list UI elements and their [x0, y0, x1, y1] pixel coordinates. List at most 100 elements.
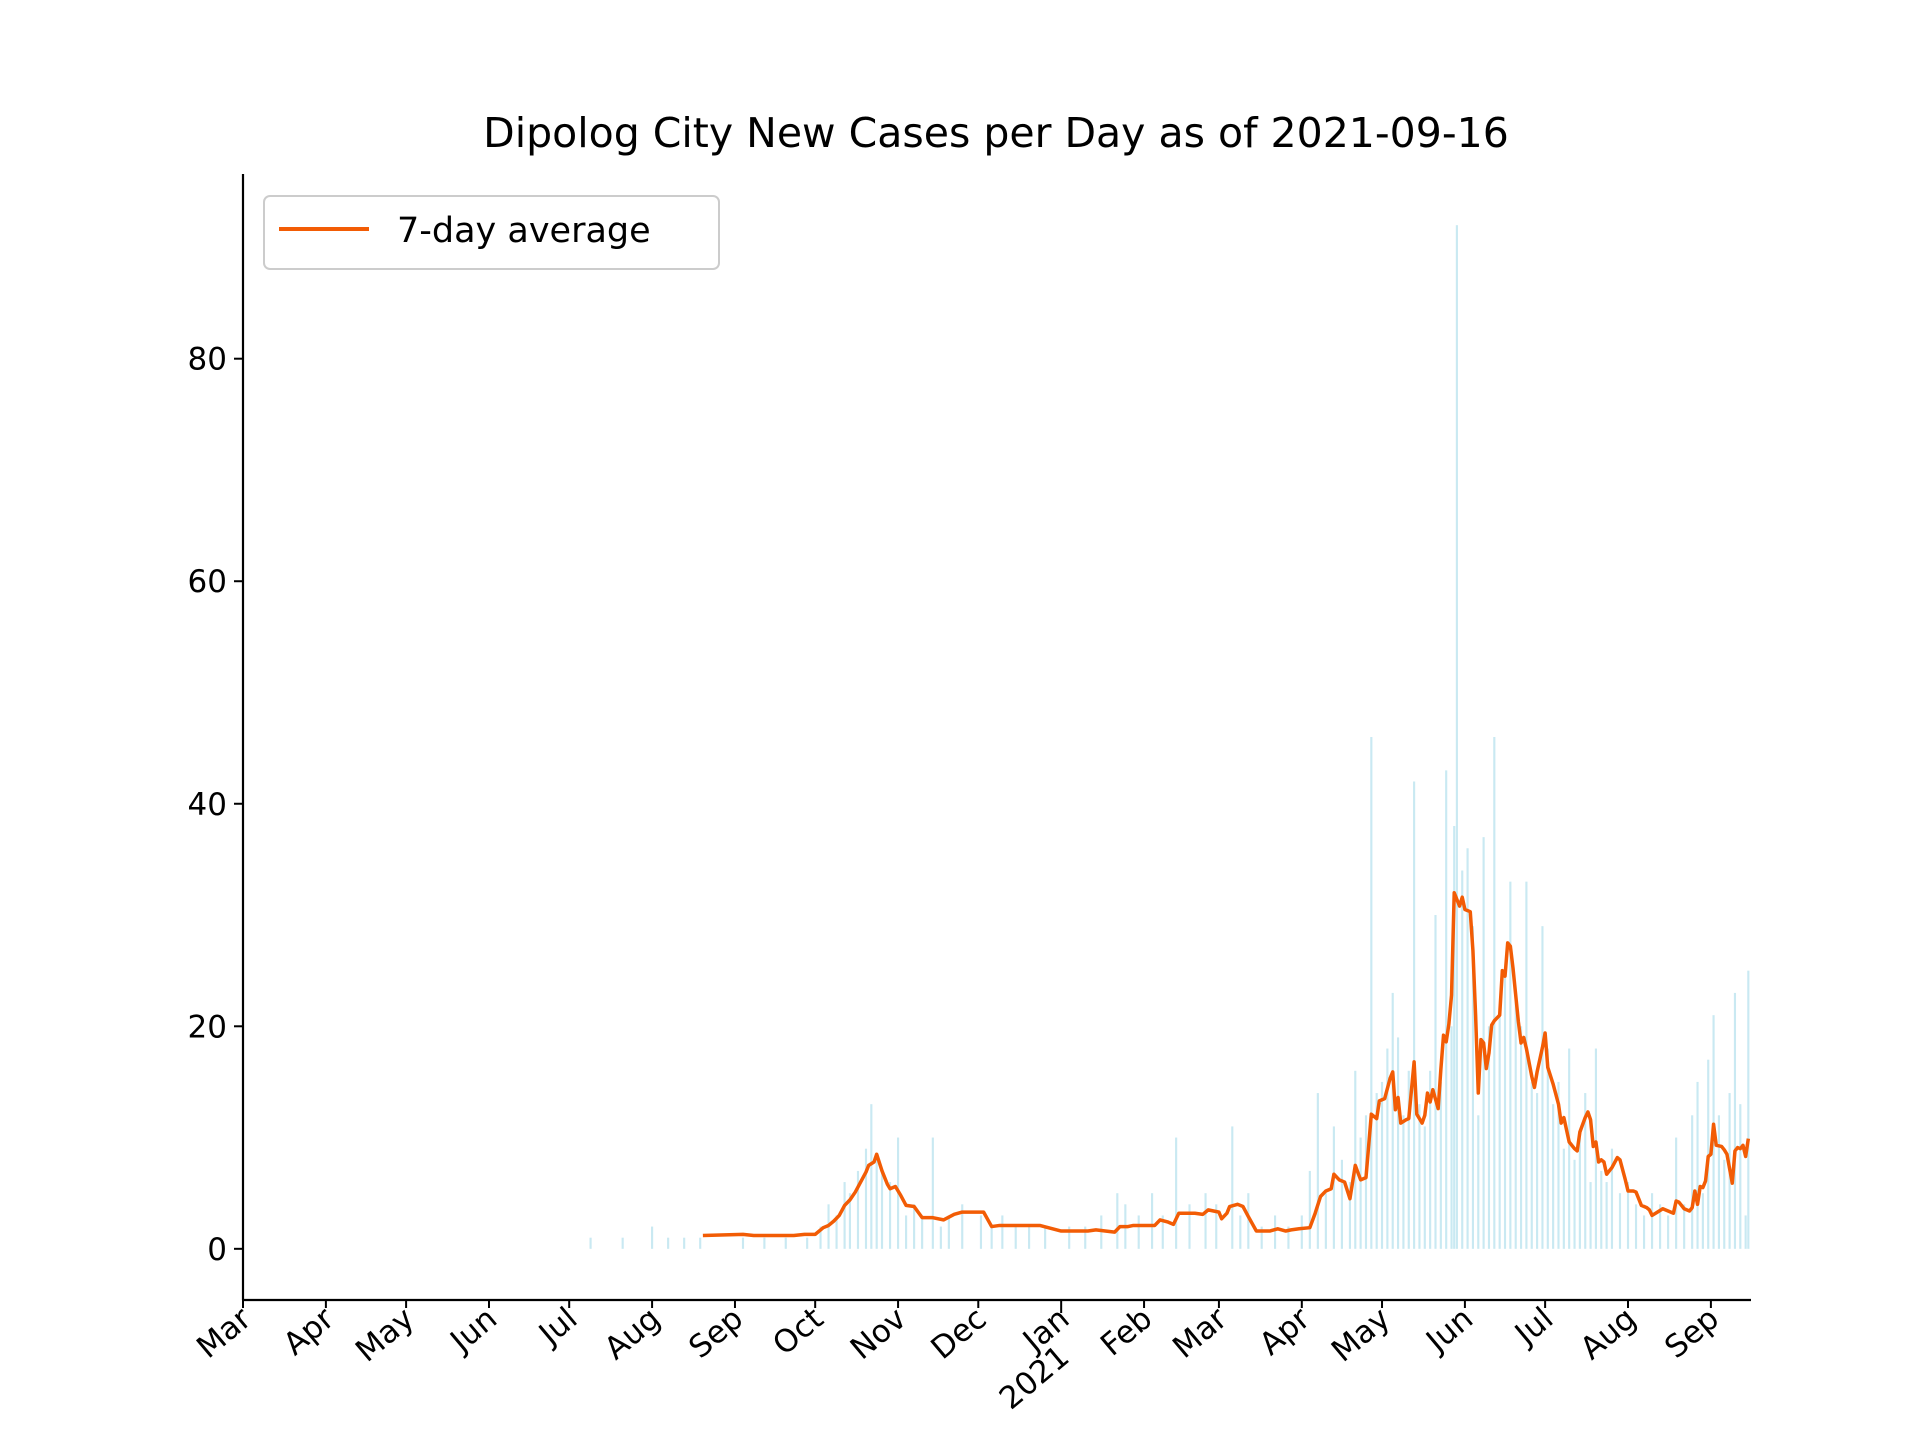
x-tick-label: Jul: [1507, 1301, 1560, 1354]
case-bar: [1739, 1104, 1742, 1249]
y-tick-label: 40: [188, 787, 227, 823]
case-bar: [1546, 1048, 1549, 1249]
case-bar: [1461, 870, 1464, 1249]
chart-title: Dipolog City New Cases per Day as of 202…: [483, 109, 1509, 157]
case-bars: [589, 225, 1750, 1249]
case-bar: [1634, 1204, 1638, 1249]
case-bar: [1137, 1215, 1140, 1249]
case-bar: [1407, 1070, 1410, 1249]
case-bar: [819, 1226, 822, 1249]
case-bar: [1434, 915, 1437, 1249]
case-bar: [1386, 1048, 1389, 1249]
case-bar: [1514, 992, 1517, 1249]
case-bar: [1493, 737, 1496, 1249]
case-bar: [1151, 1193, 1154, 1249]
case-bar: [1525, 881, 1528, 1249]
case-bar: [870, 1104, 873, 1249]
case-bar: [1204, 1193, 1207, 1249]
case-bar: [1503, 970, 1507, 1249]
case-bar: [1308, 1170, 1311, 1249]
case-bar: [1701, 1193, 1704, 1249]
case-bar: [1610, 1148, 1614, 1249]
case-bar: [1370, 737, 1373, 1249]
case-bar: [1260, 1226, 1263, 1249]
case-bar: [1675, 1137, 1678, 1249]
case-bar: [1659, 1204, 1662, 1249]
x-tick-label: Apr: [277, 1300, 341, 1362]
case-bar: [1605, 1182, 1608, 1249]
case-bar: [1247, 1193, 1250, 1249]
x-tick-label: Dec: [924, 1301, 993, 1367]
case-bar: [1402, 1115, 1405, 1249]
case-bar: [1453, 826, 1456, 1249]
x-tick-label: Aug: [598, 1301, 668, 1367]
case-bar: [1028, 1226, 1031, 1249]
case-bar: [875, 1159, 878, 1249]
x-tick-label: Sep: [1658, 1301, 1726, 1366]
case-bar: [1717, 1115, 1720, 1249]
case-bar: [741, 1237, 745, 1249]
case-bar: [1498, 1015, 1501, 1249]
case-bar: [905, 1215, 908, 1249]
case-bar: [1274, 1215, 1277, 1249]
case-bar: [990, 1226, 993, 1249]
x-tick-label: Mar: [190, 1300, 258, 1365]
case-bar: [699, 1237, 702, 1249]
case-bar: [947, 1215, 950, 1249]
case-bar: [1562, 1148, 1565, 1249]
case-bar: [1068, 1226, 1071, 1249]
x-tick-label: Jun: [1418, 1301, 1480, 1361]
case-bar: [848, 1193, 852, 1249]
case-bar: [1552, 1104, 1555, 1249]
case-bar: [1332, 1126, 1335, 1249]
case-bar: [1316, 1093, 1319, 1249]
x-tick-label: May: [1325, 1301, 1397, 1370]
x-axis-ticks: Mar Apr May Jun Jul Aug Sep Oct Nov Dec Jan2021Feb…: [190, 1300, 1726, 1417]
case-bar: [1418, 1104, 1421, 1249]
x-tick-label: Jul: [531, 1301, 584, 1354]
x-tick-label: Aug: [1574, 1301, 1644, 1367]
case-bar: [1175, 1137, 1178, 1249]
seven-day-average-layer: [702, 891, 1751, 1238]
case-bar: [1477, 1115, 1480, 1249]
legend: 7-day average: [263, 195, 720, 270]
case-bar: [1455, 225, 1458, 1249]
case-bar: [1683, 1204, 1686, 1249]
case-bar: [1747, 970, 1750, 1249]
case-bar: [979, 1215, 983, 1249]
case-bar: [1354, 1070, 1357, 1249]
case-bar: [1696, 1081, 1699, 1249]
x-tick-label: Apr: [1253, 1300, 1317, 1362]
case-bar: [1215, 1204, 1218, 1249]
case-bar: [1287, 1226, 1290, 1249]
case-bar: [1359, 1137, 1362, 1249]
case-bar: [1573, 1159, 1576, 1249]
case-bar: [961, 1204, 964, 1249]
case-bar: [939, 1226, 942, 1249]
case-bar: [931, 1137, 934, 1249]
case-bar: [888, 1182, 892, 1249]
case-bar: [1487, 1026, 1491, 1249]
case-bar: [1600, 1170, 1603, 1249]
case-bar: [1044, 1226, 1047, 1249]
case-bar: [1651, 1193, 1654, 1249]
case-bar: [1541, 926, 1544, 1249]
case-bar: [921, 1215, 924, 1249]
case-bar: [1340, 1159, 1343, 1249]
case-bar: [1519, 1026, 1523, 1249]
case-bar: [1423, 1126, 1426, 1249]
case-bar: [1001, 1215, 1004, 1249]
case-bar: [1116, 1193, 1119, 1249]
case-bar: [835, 1215, 838, 1249]
case-bar: [1589, 1182, 1592, 1249]
y-tick-label: 20: [188, 1009, 227, 1045]
case-bar: [913, 1204, 916, 1249]
x-tick-label: Nov: [844, 1301, 913, 1367]
x-tick-label: Jun: [442, 1301, 504, 1361]
x-tick-label: May: [349, 1301, 421, 1370]
legend-label: 7-day average: [397, 211, 651, 251]
case-bar: [621, 1237, 624, 1249]
case-bar: [1300, 1215, 1303, 1249]
y-tick-label: 60: [188, 564, 227, 600]
